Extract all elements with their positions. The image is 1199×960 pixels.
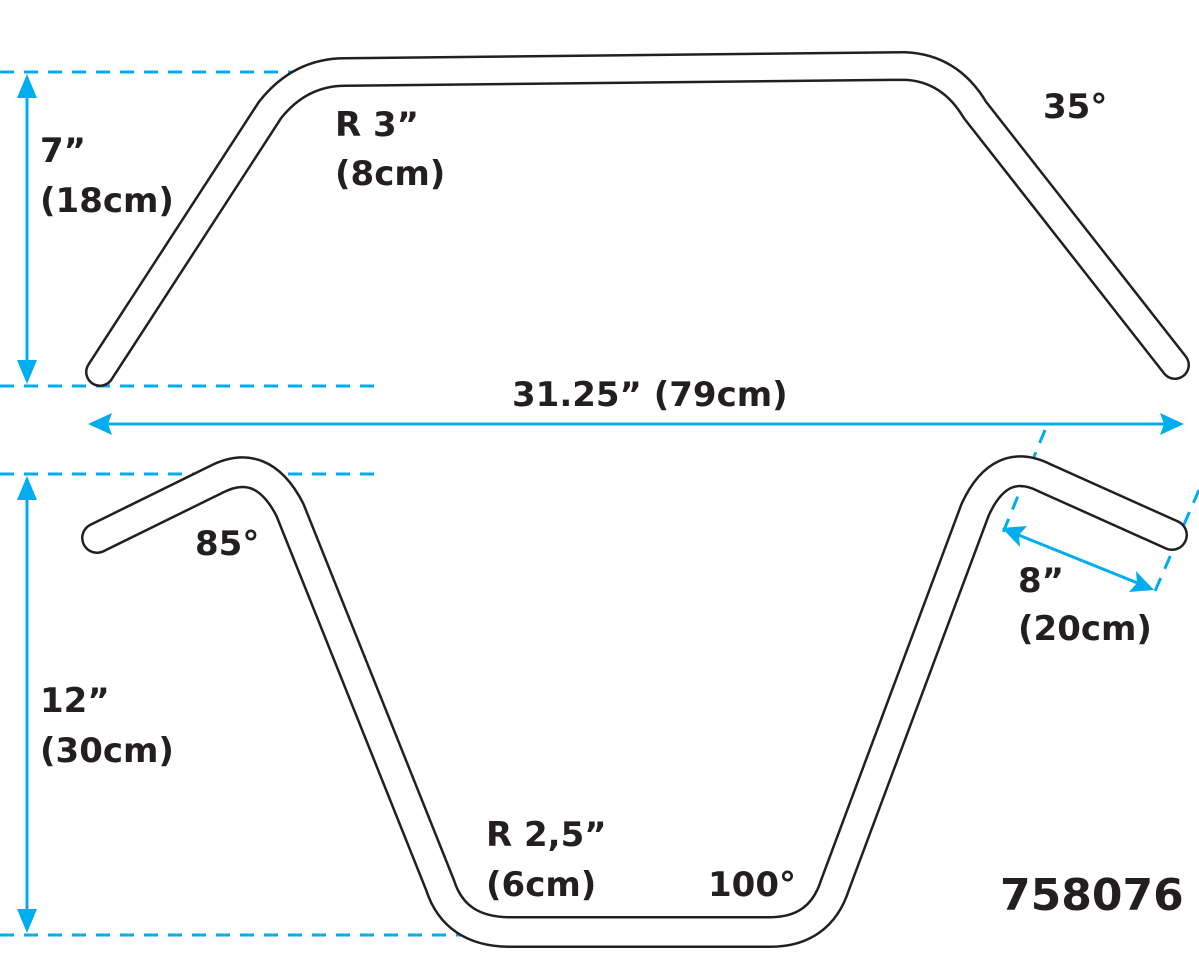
- top-radius-metric-label: (8cm): [335, 154, 445, 194]
- bottom-angle-label: 100°: [708, 865, 796, 905]
- bottom-radius-label: R 2,5”: [486, 815, 607, 855]
- top-height-label: 7”: [40, 131, 86, 171]
- top-height-metric-label: (18cm): [40, 181, 174, 221]
- bottom-left-angle-label: 85°: [195, 524, 259, 564]
- arrowhead: [1002, 526, 1027, 547]
- arrowhead: [17, 476, 37, 500]
- arrowhead: [1129, 571, 1154, 592]
- width-label: 31.25” (79cm): [512, 375, 788, 415]
- grip-length-label: 8”: [1018, 561, 1064, 601]
- arrowhead: [17, 360, 37, 384]
- top-angle-label: 35°: [1043, 87, 1107, 127]
- bottom-height-metric-label: (30cm): [40, 731, 174, 771]
- top-handlebar: [85, 51, 1190, 387]
- arrowhead: [1160, 413, 1184, 435]
- arrowhead: [17, 74, 37, 98]
- part-number: 758076: [1000, 870, 1184, 921]
- arrowhead: [88, 413, 112, 435]
- bottom-height-label: 12”: [40, 681, 110, 721]
- top-radius-label: R 3”: [335, 105, 419, 145]
- arrowhead: [17, 909, 37, 933]
- grip-length-arrow: [1015, 532, 1141, 586]
- bottom-radius-metric-label: (6cm): [486, 865, 596, 905]
- bottom-handlebar: [81, 455, 1188, 948]
- grip-length-metric-label: (20cm): [1018, 609, 1152, 649]
